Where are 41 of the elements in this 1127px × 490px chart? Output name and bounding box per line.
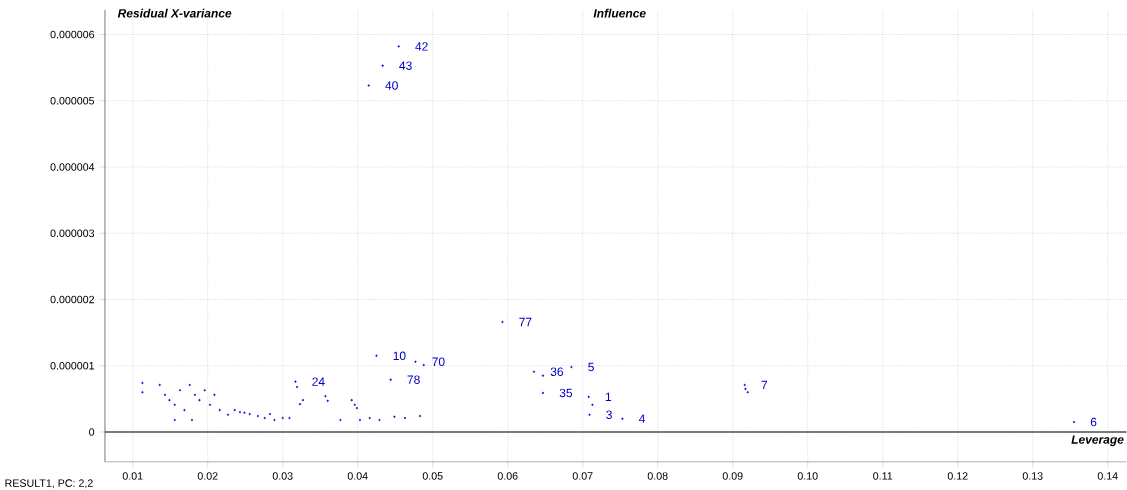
annotation: 35: [559, 388, 573, 398]
x-tick-label: 0.10: [797, 472, 818, 480]
text: RESULT1, PC: 2,2: [5, 479, 93, 489]
x-tick-label: 0.12: [947, 472, 968, 480]
x-tick-label: 0.02: [197, 472, 218, 480]
annotation: 70: [432, 357, 445, 367]
y-tick-label: 0.000006: [50, 30, 95, 39]
x-tick-label: 0.08: [647, 472, 668, 480]
annotation: 3: [606, 410, 612, 420]
annotation: 43: [399, 61, 412, 70]
x-tick-label: 0.01: [122, 472, 143, 480]
x-axis-title: Leverage: [1071, 435, 1124, 447]
annotation: 5: [588, 362, 594, 372]
chart-title: Influence: [593, 8, 646, 18]
annotation: 36: [550, 367, 564, 377]
x-tick-label: 0.05: [422, 472, 443, 480]
x-tick-label: 0.14: [1097, 472, 1118, 480]
x-tick-label: 0.04: [347, 472, 368, 480]
y-axis-title: Residual X-variance: [117, 8, 232, 18]
y-tick-label: 0: [89, 428, 95, 436]
x-tick-label: 0.11: [873, 472, 893, 480]
annotation: 6: [1090, 417, 1097, 427]
annotation: 4: [638, 414, 646, 423]
y-tick-label: 0.000004: [50, 163, 95, 171]
annotation: 7: [761, 380, 768, 390]
y-tick-label: 0.000001: [50, 362, 95, 370]
annotation: 42: [415, 42, 428, 51]
y-tick-label: 0.000003: [50, 229, 95, 238]
x-tick-label: 0.09: [722, 472, 743, 480]
annotation: 77: [519, 317, 532, 327]
y-tick-label: 0.000002: [50, 295, 95, 304]
x-tick-label: 0.03: [272, 472, 293, 480]
annotation: 1: [605, 392, 612, 402]
annotation: 40: [385, 81, 398, 90]
y-tick-label: 0.000005: [50, 97, 95, 105]
annotation: 24: [312, 377, 325, 386]
x-tick-label: 0.06: [497, 472, 518, 480]
annotation: 10: [393, 351, 406, 361]
x-tick-label: 0.07: [572, 472, 593, 480]
x-tick-label: 0.13: [1022, 472, 1043, 480]
annotation: 78: [407, 375, 420, 384]
